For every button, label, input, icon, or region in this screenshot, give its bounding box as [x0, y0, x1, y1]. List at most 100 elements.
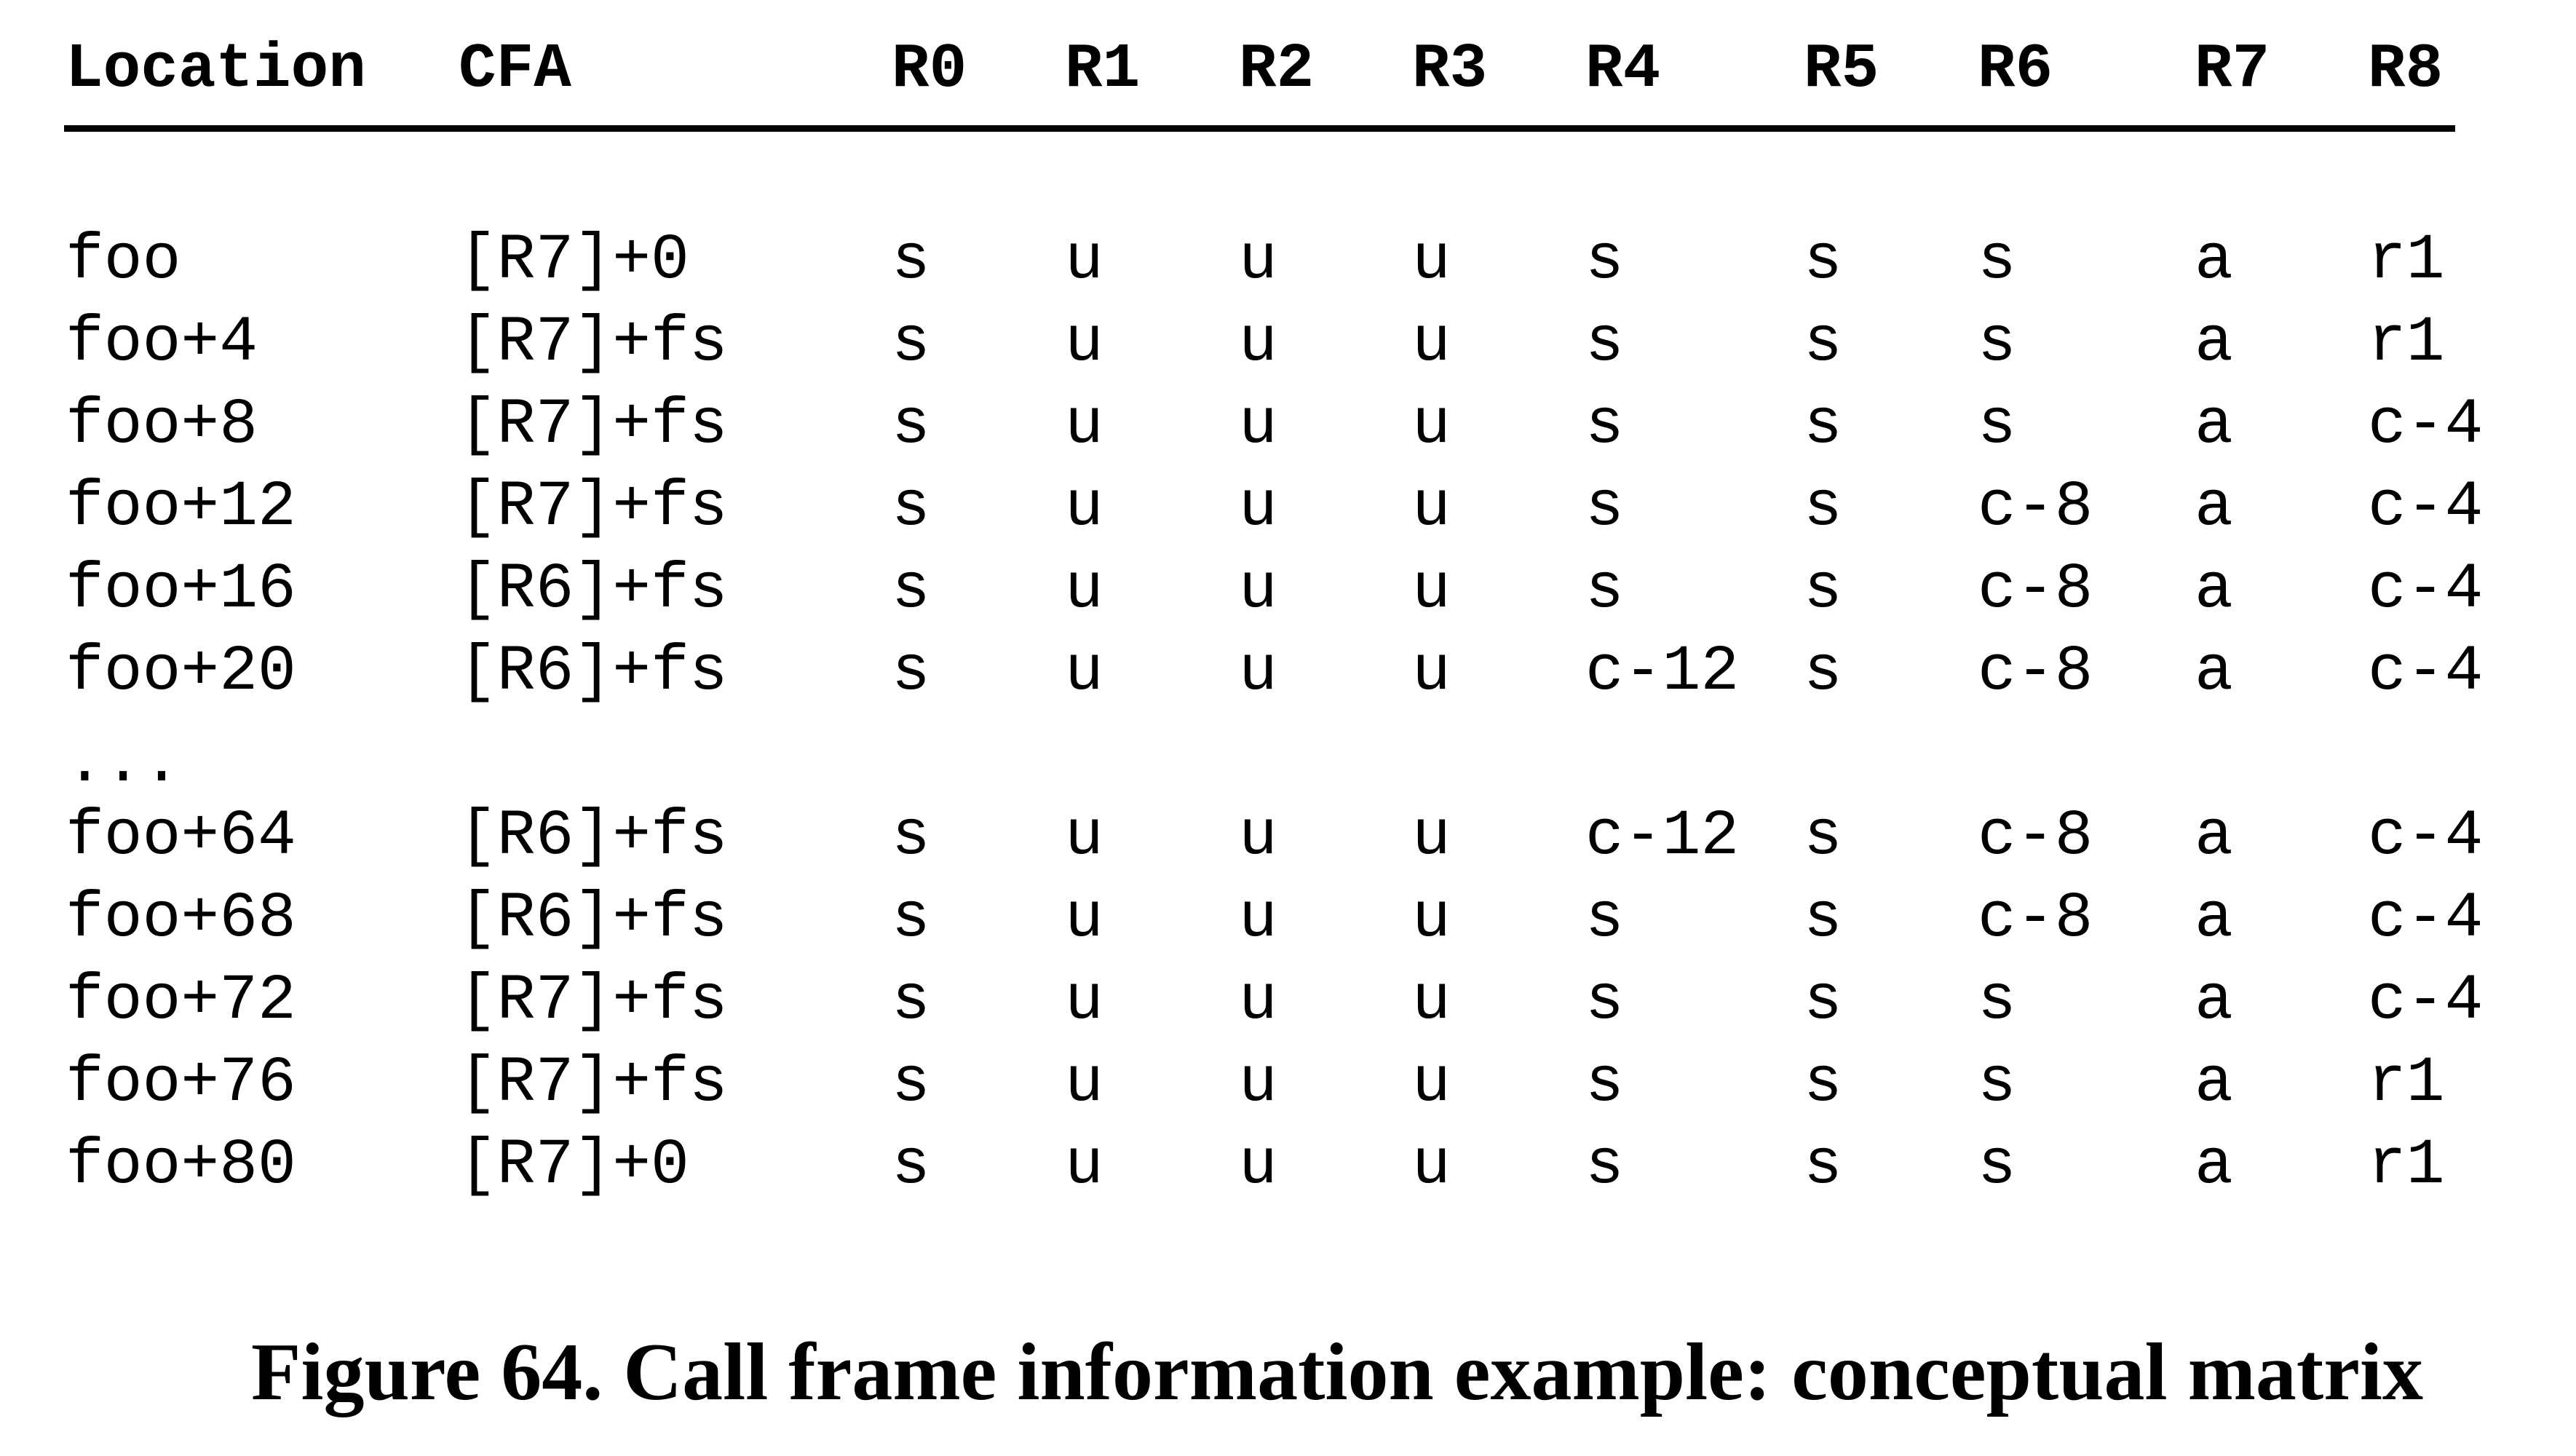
table-row: foo+64 [R6]+fs s u u u c-12 s c-8 a c-4: [0, 796, 2576, 878]
table-row: foo+16 [R6]+fs s u u u s s c-8 a c-4: [0, 549, 2576, 631]
cell-r1: u: [1065, 1048, 1103, 1120]
cell-r2: u: [1239, 801, 1277, 873]
header-rule: [64, 125, 2455, 132]
cell-r5: s: [1804, 472, 1842, 544]
cell-r3: u: [1412, 389, 1451, 462]
header-location: Location: [66, 33, 366, 105]
cell-cfa: [R7]+fs: [459, 307, 728, 379]
cell-cfa: [R7]+0: [459, 225, 689, 297]
cell-r3: u: [1412, 965, 1451, 1037]
cell-r8: c-4: [2368, 636, 2484, 708]
cell-r3: u: [1412, 883, 1451, 955]
cell-r8: c-4: [2368, 554, 2484, 626]
cell-r2: u: [1239, 389, 1277, 462]
cell-r0: s: [892, 1130, 930, 1202]
table-row: foo+76 [R7]+fs s u u u s s s a r1: [0, 1042, 2576, 1125]
cell-r8: c-4: [2368, 801, 2484, 873]
table-row: foo [R7]+0 s u u u s s s a r1: [0, 220, 2576, 302]
cell-location: foo+76: [66, 1048, 296, 1120]
table-row: foo+12 [R7]+fs s u u u s s c-8 a c-4: [0, 467, 2576, 549]
cell-r7: a: [2195, 307, 2233, 379]
cell-r8: c-4: [2368, 472, 2484, 544]
cell-cfa: [R6]+fs: [459, 554, 728, 626]
cell-r7: a: [2195, 801, 2233, 873]
cell-r6: s: [1978, 307, 2016, 379]
cell-r5: s: [1804, 1130, 1842, 1202]
cell-r8: r1: [2368, 225, 2445, 297]
cell-r1: u: [1065, 389, 1103, 462]
cell-r7: a: [2195, 225, 2233, 297]
cell-r7: a: [2195, 1048, 2233, 1120]
cell-r4: s: [1585, 389, 1624, 462]
cell-r3: u: [1412, 307, 1451, 379]
cell-r4: s: [1585, 883, 1624, 955]
cell-location: foo+68: [66, 883, 296, 955]
cell-location: foo+64: [66, 801, 296, 873]
cell-r3: u: [1412, 225, 1451, 297]
cell-r7: a: [2195, 389, 2233, 462]
cell-location: foo+4: [66, 307, 258, 379]
cell-r6: s: [1978, 1130, 2016, 1202]
cell-r1: u: [1065, 307, 1103, 379]
cell-r0: s: [892, 883, 930, 955]
cell-r7: a: [2195, 472, 2233, 544]
cell-r3: u: [1412, 1130, 1451, 1202]
cell-r1: u: [1065, 965, 1103, 1037]
cell-location: foo+20: [66, 636, 296, 708]
cell-r6: s: [1978, 965, 2016, 1037]
header-r8: R8: [2368, 33, 2444, 105]
header-r4: R4: [1585, 33, 1661, 105]
cell-r3: u: [1412, 1048, 1451, 1120]
cell-r4: c-12: [1585, 636, 1740, 708]
cell-r2: u: [1239, 554, 1277, 626]
cell-location: foo+12: [66, 472, 296, 544]
cell-r1: u: [1065, 1130, 1103, 1202]
cell-r3: u: [1412, 554, 1451, 626]
cell-r4: s: [1585, 1048, 1624, 1120]
table-row: foo+68 [R6]+fs s u u u s s c-8 a c-4: [0, 878, 2576, 960]
cell-cfa: [R6]+fs: [459, 801, 728, 873]
cell-r8: c-4: [2368, 883, 2484, 955]
header-r5: R5: [1804, 33, 1879, 105]
header-r6: R6: [1978, 33, 2053, 105]
cell-r8: r1: [2368, 1048, 2445, 1120]
cell-r4: s: [1585, 554, 1624, 626]
cell-r1: u: [1065, 225, 1103, 297]
table-row: foo+8 [R7]+fs s u u u s s s a c-4: [0, 384, 2576, 467]
cell-r2: u: [1239, 472, 1277, 544]
cell-r6: c-8: [1978, 883, 2093, 955]
cell-r6: c-8: [1978, 801, 2093, 873]
cell-cfa: [R7]+fs: [459, 389, 728, 462]
cell-cfa: [R7]+0: [459, 1130, 689, 1202]
cell-r4: s: [1585, 472, 1624, 544]
cell-r0: s: [892, 636, 930, 708]
cell-r7: a: [2195, 554, 2233, 626]
cell-r5: s: [1804, 801, 1842, 873]
header-r0: R0: [892, 33, 967, 105]
cell-r0: s: [892, 965, 930, 1037]
cell-r3: u: [1412, 801, 1451, 873]
cell-r6: s: [1978, 1048, 2016, 1120]
header-r2: R2: [1239, 33, 1315, 105]
cell-r6: c-8: [1978, 554, 2093, 626]
cell-r4: c-12: [1585, 801, 1740, 873]
cell-r2: u: [1239, 883, 1277, 955]
table-row: foo+72 [R7]+fs s u u u s s s a c-4: [0, 960, 2576, 1042]
cell-r4: s: [1585, 965, 1624, 1037]
cell-r2: u: [1239, 1130, 1277, 1202]
cell-r3: u: [1412, 636, 1451, 708]
cell-r6: s: [1978, 225, 2016, 297]
cell-r0: s: [892, 1048, 930, 1120]
cell-r7: a: [2195, 965, 2233, 1037]
cell-r3: u: [1412, 472, 1451, 544]
cell-r6: s: [1978, 389, 2016, 462]
cell-r8: c-4: [2368, 389, 2484, 462]
cell-r2: u: [1239, 965, 1277, 1037]
cell-r7: a: [2195, 1130, 2233, 1202]
cell-cfa: [R7]+fs: [459, 472, 728, 544]
cell-location: foo+8: [66, 389, 258, 462]
cell-r0: s: [892, 307, 930, 379]
cell-cfa: [R6]+fs: [459, 636, 728, 708]
table-row: foo+4 [R7]+fs s u u u s s s a r1: [0, 302, 2576, 384]
cell-r5: s: [1804, 883, 1842, 955]
